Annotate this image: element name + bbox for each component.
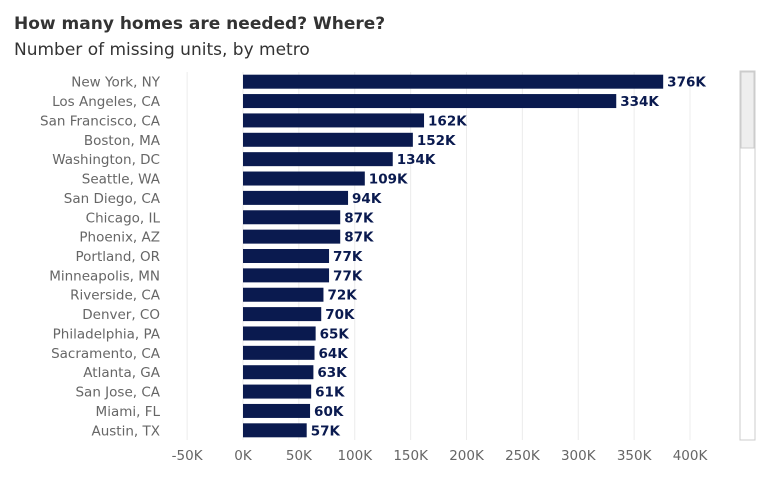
scrollbar-track[interactable] [739, 70, 756, 441]
x-tick-label: 300K [561, 448, 597, 464]
bar[interactable] [243, 423, 307, 438]
data-label: 94K [352, 191, 382, 207]
category-label: San Francisco, CA [40, 113, 161, 129]
bar[interactable] [243, 74, 664, 89]
scrollbar-thumb[interactable] [740, 71, 755, 149]
bar[interactable] [243, 171, 365, 186]
data-label: 61K [315, 385, 345, 401]
category-label: San Jose, CA [75, 385, 160, 401]
data-label: 60K [314, 404, 344, 420]
bar[interactable] [243, 384, 312, 399]
bar[interactable] [243, 249, 330, 263]
x-tick-label: 0K [234, 448, 253, 464]
category-label: Los Angeles, CA [52, 94, 161, 110]
category-label: San Diego, CA [64, 191, 161, 207]
category-label: Minneapolis, MN [49, 268, 160, 284]
category-label: Seattle, WA [82, 172, 161, 188]
x-tick-label: 250K [505, 448, 541, 464]
bar[interactable] [243, 307, 322, 322]
x-tick-label: -50K [172, 448, 204, 464]
x-tick-label: 400K [673, 448, 709, 464]
category-label: Phoenix, AZ [79, 230, 160, 246]
category-label: Boston, MA [84, 133, 161, 149]
data-label: 134K [397, 152, 436, 168]
bar[interactable] [243, 403, 311, 418]
scrollbar[interactable] [739, 70, 756, 441]
bar[interactable] [243, 94, 617, 109]
category-label: Austin, TX [91, 423, 160, 439]
data-label: 152K [417, 133, 456, 149]
bar[interactable] [243, 268, 330, 283]
x-tick-label: 150K [393, 448, 429, 464]
bars-group [243, 74, 664, 438]
bar[interactable] [243, 190, 349, 205]
data-label: 77K [333, 249, 363, 265]
x-axis-ticks: -50K 0K 50K 100K 150K 200K 250K 300K 350K 400K [172, 448, 709, 464]
data-label: 64K [319, 346, 349, 362]
x-tick-label: 350K [617, 448, 653, 464]
data-label: 87K [344, 210, 374, 226]
data-label: 376K [667, 75, 706, 91]
category-label: Atlanta, GA [83, 365, 160, 381]
data-label: 72K [327, 288, 357, 304]
data-labels: 376K 334K 162K 152K 134K 109K 94K 87K 87K 77K 77K 7… [311, 75, 707, 440]
bar[interactable] [243, 132, 413, 147]
chart-title: How many homes are needed? Where? [14, 14, 386, 34]
category-label: Sacramento, CA [51, 346, 161, 362]
data-label: 334K [620, 94, 659, 110]
category-label: Portland, OR [75, 249, 160, 265]
category-label: Philadelphia, PA [53, 326, 161, 342]
category-label: Miami, FL [96, 404, 161, 420]
category-label: Washington, DC [52, 152, 160, 168]
data-label: 87K [344, 230, 374, 246]
data-label: 162K [428, 113, 467, 129]
data-label: 65K [320, 326, 350, 342]
bar[interactable] [243, 152, 393, 167]
data-label: 57K [311, 423, 341, 439]
category-label: Riverside, CA [70, 288, 161, 304]
data-label: 63K [317, 365, 347, 381]
bar[interactable] [243, 326, 316, 341]
x-tick-label: 200K [449, 448, 485, 464]
data-label: 77K [333, 268, 363, 284]
bar[interactable] [243, 229, 341, 244]
bar[interactable] [243, 287, 324, 302]
category-label: Chicago, IL [86, 210, 161, 226]
category-labels: New York, NY Los Angeles, CA San Francisco… [40, 75, 161, 440]
bar[interactable] [243, 113, 425, 128]
bar[interactable] [243, 365, 314, 380]
chart-subtitle: Number of missing units, by metro [14, 40, 310, 60]
data-label: 109K [369, 172, 408, 188]
category-label: Denver, CO [82, 307, 160, 323]
bar[interactable] [243, 210, 341, 225]
x-tick-label: 100K [337, 448, 373, 464]
data-label: 70K [325, 307, 355, 323]
x-tick-label: 50K [286, 448, 313, 464]
bar[interactable] [243, 345, 315, 360]
category-label: New York, NY [71, 75, 160, 91]
